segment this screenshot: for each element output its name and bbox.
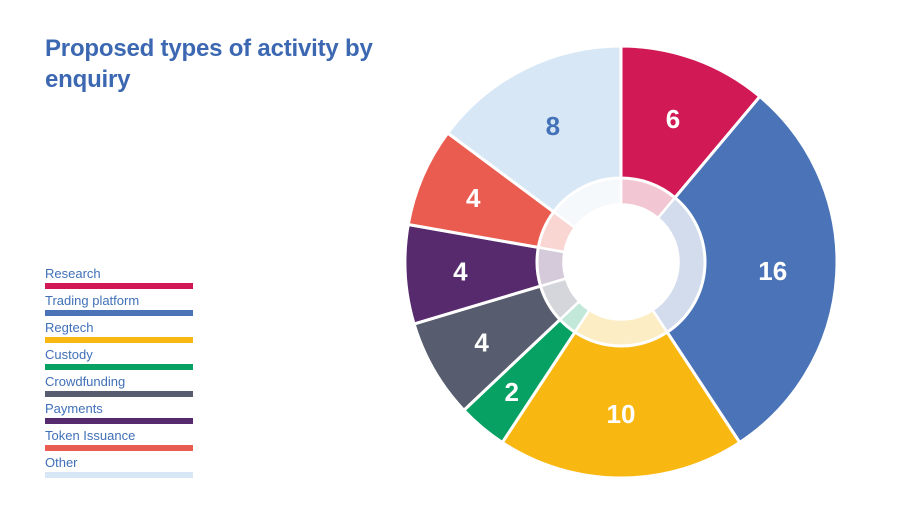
legend-item-label: Research bbox=[45, 266, 101, 281]
segment-value-label: 16 bbox=[758, 256, 787, 286]
donut-segment-research bbox=[619, 44, 762, 200]
segment-value-label: 6 bbox=[666, 104, 680, 134]
legend-item: Trading platform bbox=[45, 294, 195, 316]
legend-item-swatch bbox=[45, 445, 193, 451]
legend-item: Research bbox=[45, 267, 195, 289]
legend-item-label: Trading platform bbox=[45, 293, 140, 308]
legend-item-label: Crowdfunding bbox=[45, 374, 126, 389]
legend-item-swatch bbox=[45, 418, 193, 424]
legend-item-label: Payments bbox=[45, 401, 103, 416]
legend-item-label: Regtech bbox=[45, 320, 94, 335]
chart-title: Proposed types of activity by enquiry bbox=[45, 35, 373, 93]
legend-item-label: Other bbox=[45, 455, 78, 470]
legend-item-swatch bbox=[45, 391, 193, 397]
segment-value-label: 10 bbox=[607, 399, 636, 429]
legend-item-swatch bbox=[45, 364, 193, 370]
segment-value-label: 8 bbox=[546, 111, 560, 141]
legend-item: Payments bbox=[45, 402, 195, 424]
legend-item-swatch bbox=[45, 310, 193, 316]
legend-item-swatch bbox=[45, 283, 193, 289]
legend-item-label: Custody bbox=[45, 347, 93, 362]
segment-value-label: 4 bbox=[466, 183, 481, 213]
legend-item: Token Issuance bbox=[45, 429, 195, 451]
legend: Research Trading platform Regtech Custody Cr… bbox=[45, 267, 195, 483]
legend-item: Other bbox=[45, 456, 195, 478]
legend-item-swatch bbox=[45, 337, 193, 343]
donut-segment-trading-platform bbox=[665, 94, 839, 445]
legend-item-label: Token Issuance bbox=[45, 428, 136, 443]
legend-item: Custody bbox=[45, 348, 195, 370]
donut-segment-other bbox=[445, 44, 623, 214]
legend-item-swatch bbox=[45, 472, 193, 478]
donut-inner-segment-payments bbox=[535, 245, 568, 288]
segment-value-label: 2 bbox=[504, 377, 518, 407]
segment-value-label: 4 bbox=[453, 256, 468, 286]
donut-segment-regtech bbox=[500, 330, 742, 480]
legend-item: Crowdfunding bbox=[45, 375, 195, 397]
legend-item: Regtech bbox=[45, 321, 195, 343]
segment-value-label: 4 bbox=[474, 328, 489, 358]
